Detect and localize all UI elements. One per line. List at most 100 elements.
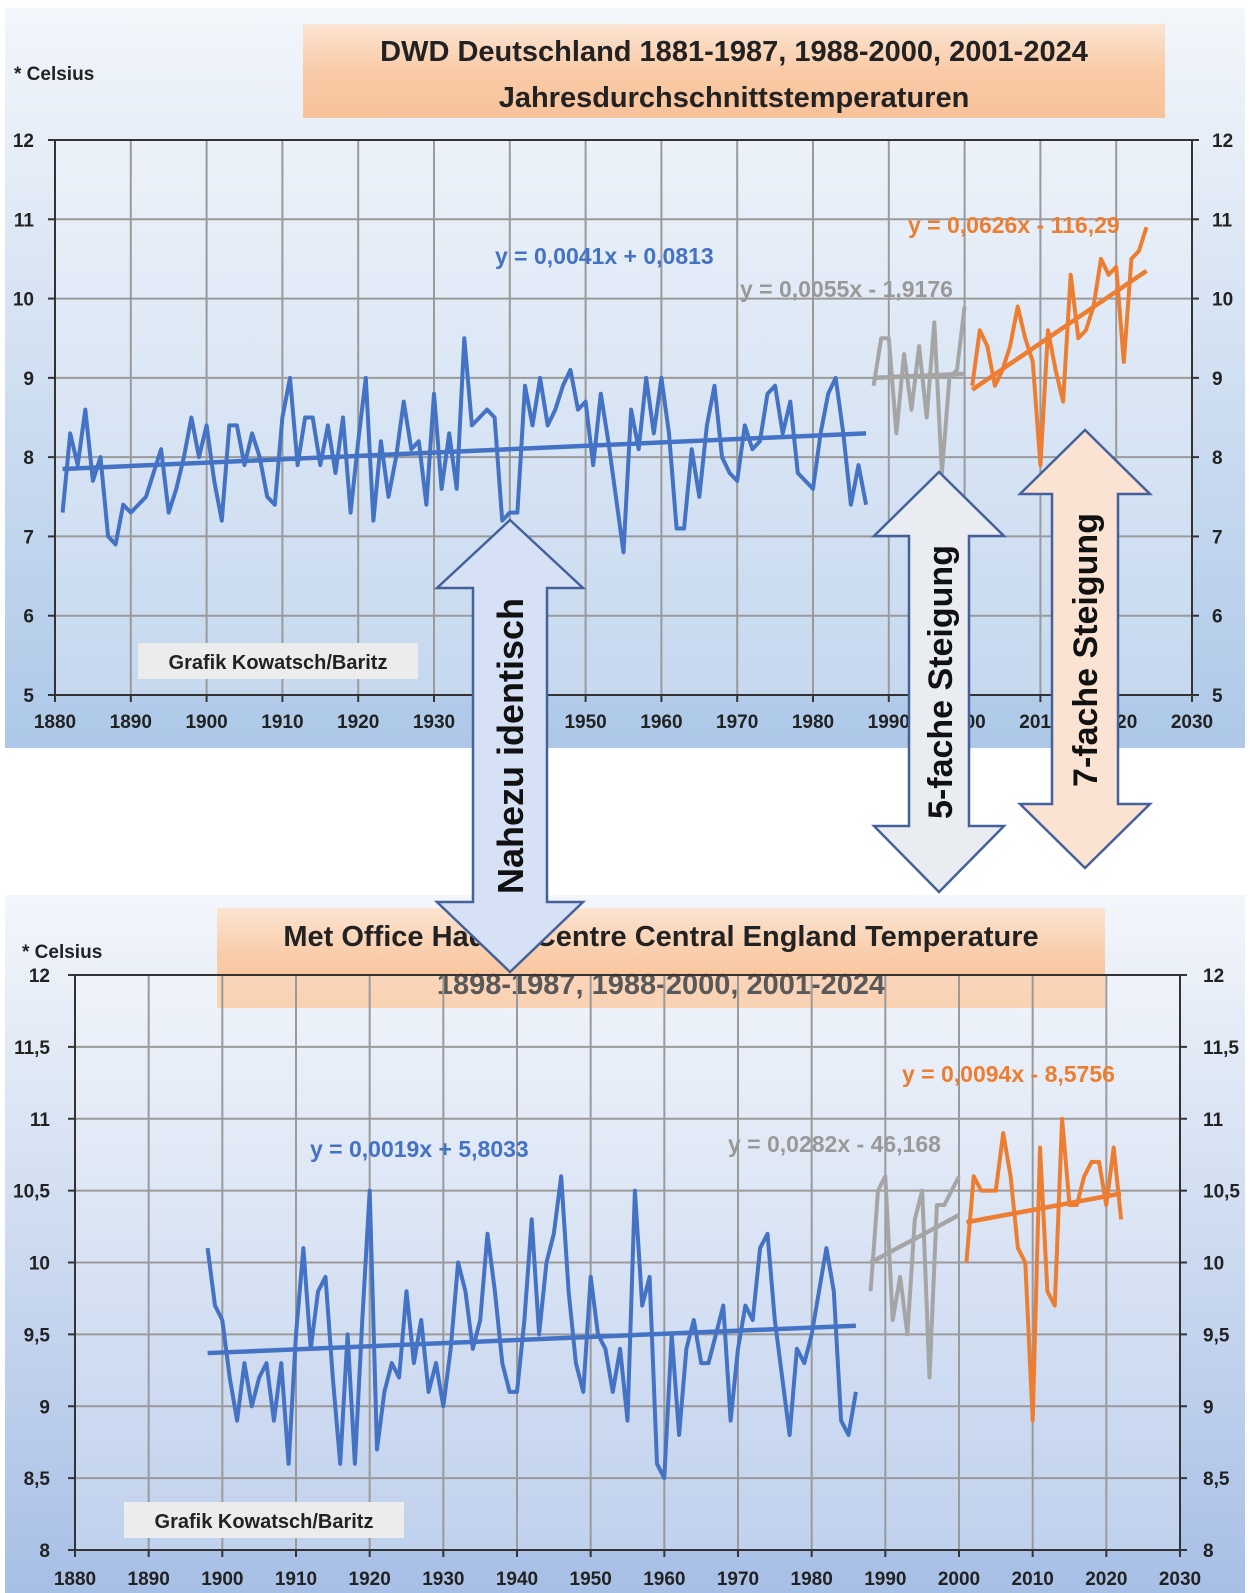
x-tick-label: 1890 bbox=[110, 712, 152, 733]
y-tick-label-left: 10,5 bbox=[13, 1182, 50, 1203]
x-tick-label: 1910 bbox=[275, 1569, 317, 1590]
x-tick-label: 2000 bbox=[938, 1569, 980, 1590]
y-tick-label-right: 11,5 bbox=[1203, 1038, 1239, 1059]
panel-1-credit-box bbox=[138, 643, 418, 679]
x-tick-label: 1930 bbox=[422, 1569, 464, 1590]
x-tick-label: 1930 bbox=[413, 712, 455, 733]
panel-2-title-box bbox=[217, 908, 1105, 1008]
x-tick-label: 1970 bbox=[716, 712, 758, 733]
panel-2-x-axis: 1880 1890 1900 1910 1920 1930 1940 1950 1960 1970… bbox=[54, 1550, 1201, 1590]
series-line-0 bbox=[205, 1174, 858, 1481]
arrow-nahezu-identisch-shape bbox=[433, 518, 587, 974]
trend-line-0 bbox=[207, 1323, 856, 1356]
panel-1-trend-label-gray: y = 0,0055x - 1,9176 bbox=[740, 276, 953, 302]
x-tick-label: 1960 bbox=[640, 712, 682, 733]
y-tick-label-right: 12 bbox=[1212, 131, 1233, 152]
y-tick-label-left: 10 bbox=[29, 1254, 50, 1275]
series-line-1 bbox=[868, 1174, 961, 1380]
y-tick-label-right: 11 bbox=[1203, 1110, 1224, 1131]
trend-line-1 bbox=[869, 1213, 961, 1265]
x-tick-label: 2030 bbox=[1159, 1569, 1201, 1590]
panel-1-title-box bbox=[303, 24, 1165, 118]
y-tick-label-right: 8 bbox=[1212, 448, 1223, 469]
panel-1-subtitle: Jahresdurchschnittstemperaturen bbox=[499, 82, 970, 114]
x-tick-label: 1920 bbox=[349, 1569, 391, 1590]
x-tick-label: 2010 bbox=[1012, 1569, 1054, 1590]
series-line-1 bbox=[871, 306, 967, 475]
y-tick-label-right: 11 bbox=[1212, 210, 1233, 231]
panel-2-grid bbox=[74, 974, 1181, 1551]
panel-1-plot-frame bbox=[54, 139, 1193, 696]
y-tick-label-right: 8 bbox=[1203, 1541, 1214, 1562]
panel-2: Met Office Hadley Centre Central England… bbox=[5, 895, 1245, 1593]
y-tick-label-left: 6 bbox=[23, 607, 34, 628]
panel-1-y-unit: * Celsius bbox=[14, 64, 94, 85]
x-tick-label: 1990 bbox=[868, 712, 910, 733]
y-tick-label-right: 10 bbox=[1203, 1254, 1224, 1275]
x-tick-label: 1950 bbox=[570, 1569, 612, 1590]
panel-1: DWD Deutschland 1881-1987, 1988-2000, 20… bbox=[5, 8, 1245, 748]
trend-line-1 bbox=[873, 371, 965, 381]
y-tick-label-right: 7 bbox=[1212, 527, 1223, 548]
x-tick-label: 1910 bbox=[261, 712, 303, 733]
y-tick-label-left: 8 bbox=[39, 1541, 50, 1562]
y-tick-label-left: 12 bbox=[13, 131, 34, 152]
x-tick-label: 1900 bbox=[185, 712, 227, 733]
arrow-5-fache-label: 5-fache Steigung bbox=[922, 545, 960, 819]
panel-1-trend-label-orange: y = 0,0626x - 116,29 bbox=[908, 212, 1120, 238]
y-tick-label-left: 5 bbox=[23, 686, 34, 707]
panel-1-left-axis: 5 6 7 8 9 10 11 12 bbox=[13, 131, 55, 707]
y-tick-label-right: 6 bbox=[1212, 607, 1223, 628]
plot-area bbox=[55, 140, 1192, 695]
series-line-2 bbox=[964, 1116, 1124, 1423]
y-tick-label-right: 8,5 bbox=[1203, 1469, 1230, 1490]
x-tick-label: 1920 bbox=[337, 712, 379, 733]
series-line-0 bbox=[60, 336, 869, 555]
y-tick-label-left: 9,5 bbox=[24, 1325, 51, 1346]
trend-line-0 bbox=[62, 431, 867, 472]
arrow-5-fache: 5-fache Steigung bbox=[870, 470, 1008, 894]
y-tick-label-right: 9,5 bbox=[1203, 1325, 1230, 1346]
panel-2-trend-label-blue: y = 0,0019x + 5,8033 bbox=[310, 1136, 529, 1162]
y-tick-label-left: 11 bbox=[30, 1110, 51, 1131]
arrow-7-fache-shape bbox=[1016, 428, 1154, 870]
x-tick-label: 1990 bbox=[864, 1569, 906, 1590]
y-tick-label-left: 12 bbox=[29, 966, 50, 987]
panel-2-trend-label-gray: y = 0,0282x - 46,168 bbox=[728, 1131, 941, 1157]
panel-1-trend-label-blue: y = 0,0041x + 0,0813 bbox=[495, 243, 714, 269]
y-tick-label-left: 10 bbox=[13, 290, 34, 311]
panel-2-left-axis: 8 8,5 9 9,5 10 10,5 11 11,5 12 bbox=[13, 966, 75, 1562]
y-tick-label-left: 9 bbox=[39, 1397, 50, 1418]
panel-1-right-axis: 5 6 7 8 9 10 11 12 bbox=[1192, 131, 1233, 707]
y-tick-label-left: 8,5 bbox=[24, 1469, 51, 1490]
panel-1-grid bbox=[54, 139, 1193, 696]
x-tick-label: 1980 bbox=[791, 1569, 833, 1590]
x-tick-label: 1960 bbox=[643, 1569, 685, 1590]
arrow-7-fache: 7-fache Steigung bbox=[1016, 428, 1154, 870]
y-tick-label-right: 9 bbox=[1203, 1397, 1214, 1418]
y-tick-label-right: 12 bbox=[1203, 966, 1224, 987]
arrow-nahezu-identisch: Nahezu identisch bbox=[433, 518, 587, 974]
arrow-5-fache-shape bbox=[870, 470, 1008, 894]
trend-line-2 bbox=[965, 1191, 1122, 1225]
panel-2-credit: Grafik Kowatsch/Baritz bbox=[155, 1511, 374, 1533]
panel-1-title: DWD Deutschland 1881-1987, 1988-2000, 20… bbox=[380, 36, 1088, 68]
x-tick-label: 1980 bbox=[792, 712, 834, 733]
panel-2-credit-box bbox=[124, 1502, 404, 1538]
y-tick-label-left: 7 bbox=[23, 527, 34, 548]
x-tick-label: 1950 bbox=[564, 712, 606, 733]
x-tick-label: 1880 bbox=[54, 1569, 96, 1590]
arrow-nahezu-identisch-label: Nahezu identisch bbox=[490, 598, 531, 894]
x-tick-label: 1900 bbox=[201, 1569, 243, 1590]
panel-1-series bbox=[60, 226, 1149, 555]
panel-2-series bbox=[205, 1116, 1124, 1481]
y-tick-label-right: 9 bbox=[1212, 369, 1223, 390]
x-tick-label: 1880 bbox=[34, 712, 76, 733]
y-tick-label-right: 5 bbox=[1212, 686, 1223, 707]
trend-line-2 bbox=[970, 268, 1148, 392]
x-tick-label: 2030 bbox=[1171, 712, 1213, 733]
arrow-7-fache-label: 7-fache Steigung bbox=[1067, 513, 1105, 787]
panel-2-title: Met Office Hadley Centre Central England… bbox=[283, 921, 1038, 953]
y-tick-label-right: 10 bbox=[1212, 290, 1233, 311]
